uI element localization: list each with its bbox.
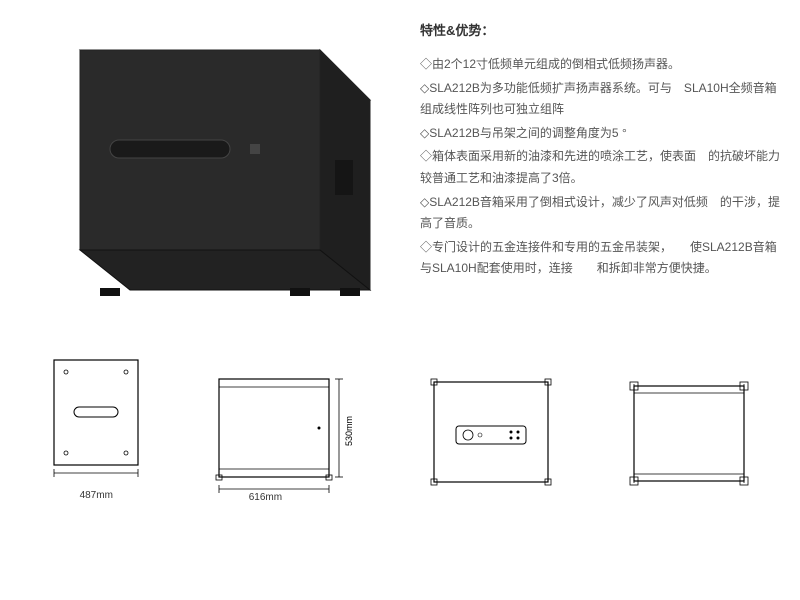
feature-item: ◇专门设计的五金连接件和专用的五金吊装架， 使SLA212B音箱与SLA10H配…	[420, 237, 780, 280]
technical-diagrams: 487mm 530mm 616mm	[20, 355, 780, 501]
feature-item: ◇SLA212B为多功能低频扩声扬声器系统。可与 SLA10H全频音箱组成线性阵…	[420, 78, 780, 121]
speaker-box	[40, 10, 380, 335]
features-section: 特性&优势： ◇由2个12寸低频单元组成的倒相式低频扬声器。 ◇SLA212B为…	[420, 10, 780, 335]
dimension-width: 487mm	[46, 490, 146, 501]
feature-item: ◇由2个12寸低频单元组成的倒相式低频扬声器。	[420, 54, 780, 76]
product-image	[20, 10, 400, 335]
feature-item: ◇SLA212B音箱采用了倒相式设计，减少了风声对低频 的干涉，提高了音质。	[420, 192, 780, 235]
diagram-rear	[426, 376, 556, 501]
diagram-top	[624, 376, 754, 501]
dimension-depth: 616mm	[249, 492, 282, 503]
feature-item: ◇SLA212B与吊架之间的调整角度为5 °	[420, 123, 780, 145]
diagram-side: 530mm 616mm	[214, 371, 359, 501]
feature-item: ◇箱体表面采用新的油漆和先进的喷涂工艺，使表面 的抗破坏能力较普通工艺和油漆提高…	[420, 146, 780, 189]
features-title: 特性&优势：	[420, 20, 780, 39]
diagram-front: 487mm	[46, 355, 146, 501]
dimension-height-text: 530mm	[344, 416, 354, 446]
